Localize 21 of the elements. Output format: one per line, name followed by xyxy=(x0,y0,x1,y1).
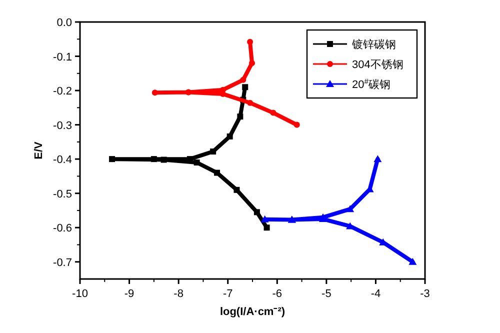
legend-label: 镀锌碳钢 xyxy=(351,38,396,51)
y-tick-label: -0.1 xyxy=(53,51,72,64)
x-tick-label: -9 xyxy=(124,288,134,300)
y-tick-label: -0.2 xyxy=(53,86,72,98)
y-tick-label: -0.3 xyxy=(53,120,72,132)
y-tick-label: 0.0 xyxy=(56,17,72,29)
x-tick-label: -3 xyxy=(420,288,430,300)
y-tick-label: -0.5 xyxy=(53,188,72,200)
y-tick-label: -0.7 xyxy=(53,256,72,269)
y-tick-label: -0.6 xyxy=(53,222,72,235)
x-tick-label: -6 xyxy=(272,288,282,300)
x-tick-label: -8 xyxy=(174,288,184,300)
x-axis-title: log(I/A·cm⁻²) xyxy=(220,306,286,318)
x-tick-label: -10 xyxy=(72,288,88,300)
legend-label: 20$^{#}$碳钢 xyxy=(352,76,391,91)
x-tick-label: -7 xyxy=(222,288,233,300)
legend-label: 304不锈钢 xyxy=(352,59,404,71)
x-tick-label: -4 xyxy=(370,288,381,300)
x-tick-label: -5 xyxy=(322,288,332,300)
y-tick-label: -0.4 xyxy=(53,154,72,166)
y-axis-title: E/V xyxy=(33,140,45,160)
